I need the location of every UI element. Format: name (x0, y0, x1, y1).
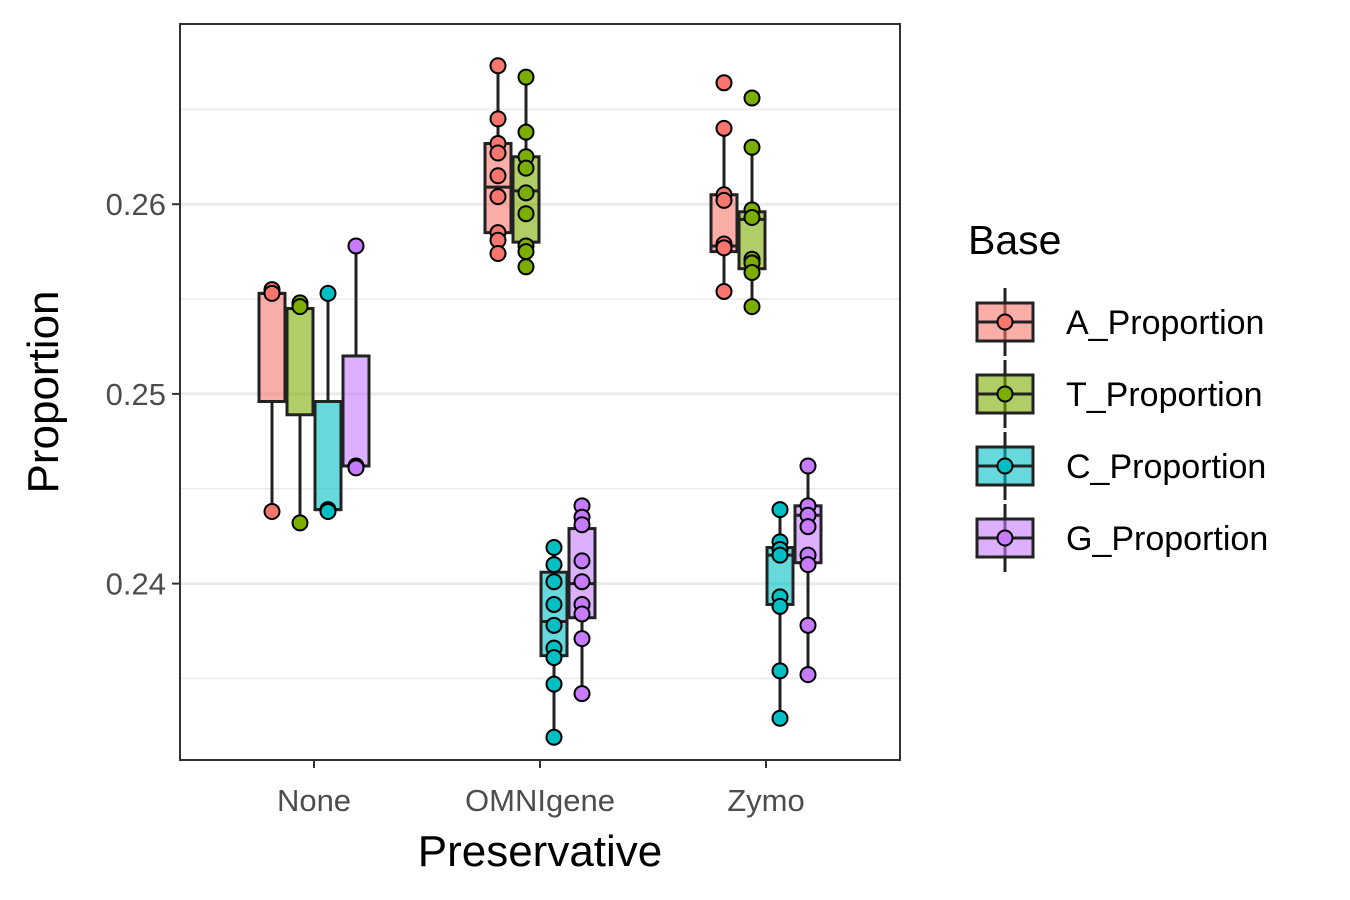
legend-item-T_Proportion: T_Proportion (975, 360, 1263, 428)
y-tick-label: 0.26 (106, 187, 166, 222)
data-point-C_Proportion (319, 503, 337, 521)
data-point-A_Proportion (715, 119, 733, 137)
legend-label: C_Proportion (1066, 448, 1266, 486)
legend-label: A_Proportion (1066, 304, 1264, 342)
data-point-A_Proportion (715, 191, 733, 209)
data-point-G_Proportion (347, 459, 365, 477)
data-point-T_Proportion (517, 243, 535, 261)
data-point-G_Proportion (573, 685, 591, 703)
legend-item-A_Proportion: A_Proportion (975, 288, 1264, 356)
box-iqr (341, 354, 371, 468)
data-point-T_Proportion (291, 298, 309, 316)
data-point-A_Proportion (263, 503, 281, 521)
data-point-A_Proportion (489, 110, 507, 128)
box-C_Proportion-None (313, 293, 343, 512)
data-point-C_Proportion (545, 595, 563, 613)
legend-item-G_Proportion: G_Proportion (975, 504, 1268, 572)
box-iqr (257, 291, 287, 403)
x-tick-label: OMNIgene (465, 783, 615, 818)
data-point-C_Proportion (545, 616, 563, 634)
data-point-C_Proportion (545, 649, 563, 667)
data-point-A_Proportion (489, 57, 507, 75)
data-point-C_Proportion (545, 573, 563, 591)
data-point-A_Proportion (715, 239, 733, 257)
data-point-T_Proportion (517, 184, 535, 202)
x-tick-label: Zymo (727, 783, 805, 818)
y-tick-label: 0.24 (106, 567, 166, 602)
box-A_Proportion-None (257, 289, 287, 512)
data-point-G_Proportion (573, 630, 591, 648)
data-point-C_Proportion (771, 597, 789, 615)
data-point-G_Proportion (799, 556, 817, 574)
legend-key-point (996, 457, 1014, 475)
data-point-G_Proportion (573, 516, 591, 534)
data-point-G_Proportion (799, 616, 817, 634)
data-point-A_Proportion (715, 74, 733, 92)
data-point-G_Proportion (573, 573, 591, 591)
legend-label: G_Proportion (1066, 520, 1268, 558)
x-tick-label: None (277, 783, 351, 818)
box-G_Proportion-None (341, 245, 371, 468)
box-iqr (313, 399, 343, 512)
data-point-G_Proportion (573, 605, 591, 623)
data-point-G_Proportion (799, 457, 817, 475)
data-point-C_Proportion (771, 546, 789, 564)
legend-title: Base (968, 217, 1061, 263)
legend-key-point (996, 529, 1014, 547)
data-point-T_Proportion (517, 68, 535, 86)
legend-item-C_Proportion: C_Proportion (975, 432, 1266, 500)
point-layer (263, 57, 817, 746)
data-point-C_Proportion (319, 284, 337, 302)
legend: Base A_Proportion T_Proportion C_Proportio… (968, 217, 1268, 572)
data-point-C_Proportion (545, 675, 563, 693)
x-axis-title: Preservative (418, 827, 663, 876)
data-point-A_Proportion (715, 282, 733, 300)
legend-key-point (996, 385, 1014, 403)
data-point-T_Proportion (743, 263, 761, 281)
data-point-A_Proportion (263, 284, 281, 302)
data-point-G_Proportion (573, 552, 591, 570)
data-point-A_Proportion (489, 144, 507, 162)
legend-key-point (996, 313, 1014, 331)
data-point-T_Proportion (517, 205, 535, 223)
data-point-T_Proportion (743, 298, 761, 316)
data-point-A_Proportion (489, 245, 507, 263)
data-point-C_Proportion (771, 501, 789, 519)
data-point-T_Proportion (517, 123, 535, 141)
data-point-C_Proportion (545, 556, 563, 574)
legend-label: T_Proportion (1066, 376, 1263, 414)
data-point-C_Proportion (771, 662, 789, 680)
y-tick-label: 0.25 (106, 377, 166, 412)
data-point-A_Proportion (489, 167, 507, 185)
data-point-T_Proportion (517, 159, 535, 177)
data-point-A_Proportion (489, 188, 507, 206)
data-point-T_Proportion (517, 258, 535, 276)
data-point-C_Proportion (545, 539, 563, 557)
data-point-T_Proportion (743, 208, 761, 226)
data-point-C_Proportion (771, 709, 789, 727)
y-axis-title: Proportion (19, 290, 68, 493)
data-point-T_Proportion (743, 138, 761, 156)
data-point-G_Proportion (799, 518, 817, 536)
data-point-T_Proportion (291, 514, 309, 532)
data-point-T_Proportion (743, 89, 761, 107)
data-point-G_Proportion (799, 666, 817, 684)
data-point-G_Proportion (347, 237, 365, 255)
box-iqr (285, 307, 315, 417)
data-point-C_Proportion (545, 728, 563, 746)
axes: 0.24 0.25 0.26 None OMNIgene Zymo (106, 187, 805, 818)
